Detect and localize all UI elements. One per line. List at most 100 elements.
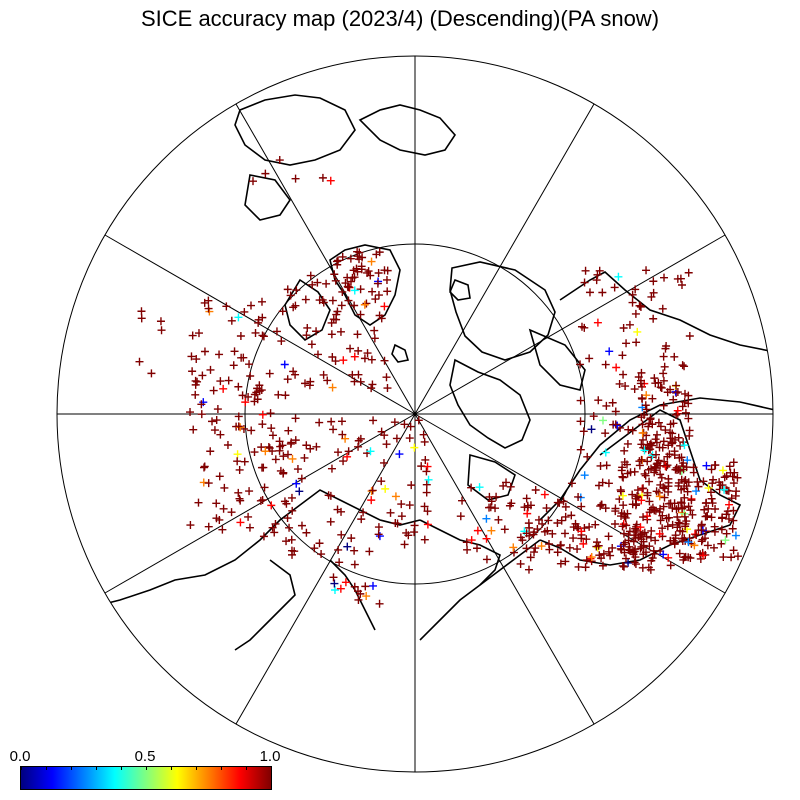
accuracy-marker: [612, 363, 621, 372]
accuracy-marker: [424, 475, 433, 484]
accuracy-marker: [256, 496, 265, 505]
accuracy-marker: [302, 441, 311, 450]
accuracy-marker: [678, 527, 687, 536]
colorbar-tick: [196, 766, 197, 770]
accuracy-marker: [390, 418, 399, 427]
accuracy-marker: [367, 384, 376, 393]
accuracy-marker: [684, 268, 693, 277]
accuracy-marker: [618, 472, 627, 481]
accuracy-marker: [577, 502, 586, 511]
accuracy-marker: [618, 561, 627, 570]
accuracy-marker: [287, 493, 296, 502]
accuracy-marker: [405, 434, 414, 443]
accuracy-marker: [259, 332, 268, 341]
accuracy-marker: [192, 355, 201, 364]
accuracy-marker: [319, 298, 328, 307]
accuracy-marker: [577, 322, 586, 331]
accuracy-marker: [230, 347, 239, 356]
accuracy-marker: [463, 545, 472, 554]
accuracy-marker: [383, 266, 392, 275]
accuracy-marker: [651, 450, 660, 459]
accuracy-marker: [732, 487, 741, 496]
colorbar-tick: [271, 766, 272, 770]
accuracy-marker: [648, 554, 657, 563]
accuracy-marker: [485, 492, 494, 501]
accuracy-marker: [676, 498, 685, 507]
accuracy-marker: [402, 528, 411, 537]
coastline-north-america: [539, 271, 773, 521]
accuracy-marker: [674, 518, 683, 527]
accuracy-marker: [379, 458, 388, 467]
accuracy-marker: [341, 434, 350, 443]
accuracy-marker: [683, 456, 692, 465]
accuracy-marker: [659, 369, 668, 378]
accuracy-marker: [354, 595, 363, 604]
accuracy-marker: [681, 552, 690, 561]
accuracy-marker: [336, 327, 345, 336]
accuracy-marker: [363, 449, 372, 458]
accuracy-marker: [715, 478, 724, 487]
accuracy-marker: [640, 446, 649, 455]
accuracy-marker: [247, 301, 255, 310]
accuracy-marker: [649, 288, 658, 297]
accuracy-marker: [531, 544, 540, 553]
accuracy-marker: [383, 287, 392, 296]
accuracy-marker: [645, 497, 654, 506]
accuracy-marker: [660, 493, 669, 502]
accuracy-marker: [611, 420, 620, 429]
accuracy-marker: [236, 518, 245, 527]
accuracy-marker: [315, 418, 324, 427]
colorbar-tick: [46, 766, 47, 770]
accuracy-marker: [620, 510, 629, 519]
accuracy-marker: [664, 513, 673, 522]
accuracy-marker: [293, 465, 302, 474]
accuracy-marker: [462, 538, 471, 547]
accuracy-marker: [531, 485, 540, 494]
accuracy-marker: [593, 543, 602, 552]
accuracy-marker: [701, 499, 710, 508]
accuracy-marker: [709, 543, 718, 552]
coastline-eurasia: [99, 489, 421, 606]
accuracy-marker: [670, 538, 679, 547]
accuracy-marker: [355, 248, 364, 257]
accuracy-marker: [368, 287, 377, 296]
accuracy-marker: [289, 367, 298, 376]
accuracy-marker: [473, 526, 482, 535]
accuracy-marker: [397, 500, 406, 509]
accuracy-marker: [631, 309, 640, 318]
accuracy-marker: [576, 360, 585, 369]
accuracy-marker: [361, 582, 370, 591]
accuracy-marker: [358, 253, 367, 262]
accuracy-marker: [553, 498, 562, 507]
accuracy-marker: [646, 439, 655, 448]
accuracy-marker: [522, 544, 531, 553]
accuracy-marker: [669, 419, 678, 428]
accuracy-marker: [677, 475, 686, 484]
accuracy-marker: [651, 536, 660, 545]
accuracy-marker: [597, 554, 606, 563]
accuracy-marker: [702, 461, 711, 470]
accuracy-marker: [187, 352, 196, 361]
accuracy-marker: [500, 525, 509, 534]
accuracy-marker: [656, 516, 665, 525]
graticule: [56, 55, 774, 773]
accuracy-marker: [186, 521, 195, 530]
accuracy-marker: [137, 307, 146, 316]
accuracy-marker: [544, 516, 553, 525]
accuracy-marker: [491, 504, 500, 513]
accuracy-marker: [235, 465, 244, 474]
accuracy-marker: [282, 499, 291, 508]
accuracy-marker: [344, 296, 353, 305]
accuracy-marker: [400, 420, 409, 429]
accuracy-marker: [258, 496, 267, 505]
accuracy-marker: [638, 435, 647, 444]
accuracy-marker: [659, 550, 668, 559]
accuracy-marker: [135, 357, 144, 366]
accuracy-marker: [631, 545, 640, 554]
accuracy-marker: [386, 508, 395, 517]
accuracy-marker: [636, 523, 645, 532]
accuracy-marker: [329, 315, 338, 324]
accuracy-marker: [699, 551, 708, 560]
accuracy-marker: [656, 461, 665, 470]
accuracy-marker: [687, 496, 696, 505]
